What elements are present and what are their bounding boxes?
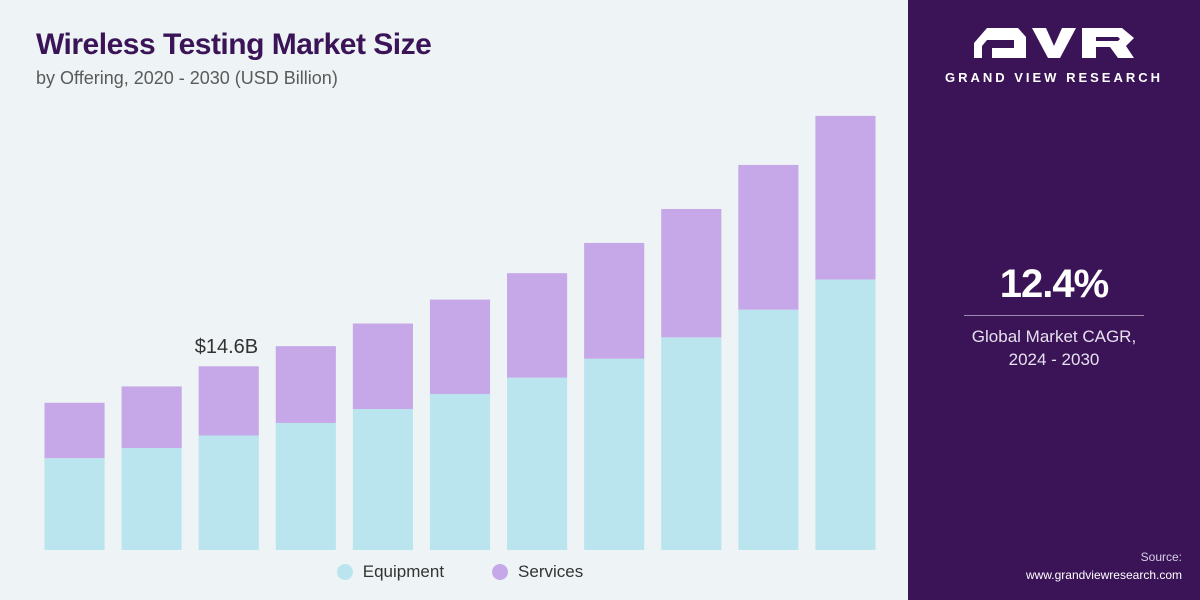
- legend-item-equipment: Equipment: [337, 562, 444, 582]
- chart-title: Wireless Testing Market Size: [36, 28, 884, 62]
- bar-chart-svg: [36, 97, 884, 550]
- bar-services: [738, 165, 798, 310]
- logo-glyph-g: [974, 28, 1026, 58]
- bar-equipment: [738, 310, 798, 550]
- source-label: Source:: [1026, 548, 1182, 566]
- bar-equipment: [430, 394, 490, 550]
- bar-services: [815, 116, 875, 280]
- legend-label-equipment: Equipment: [363, 562, 444, 582]
- cagr-block: 12.4% Global Market CAGR, 2024 - 2030: [964, 262, 1144, 372]
- cagr-value: 12.4%: [964, 262, 1144, 307]
- legend: Equipment Services: [36, 562, 884, 582]
- side-panel: GRAND VIEW RESEARCH 12.4% Global Market …: [908, 0, 1200, 600]
- bar-equipment: [815, 279, 875, 550]
- bar-services: [199, 366, 259, 435]
- plot-area: $14.6B: [36, 97, 884, 529]
- logo-glyph-v: [1032, 28, 1076, 58]
- cagr-label: Global Market CAGR, 2024 - 2030: [964, 326, 1144, 372]
- legend-label-services: Services: [518, 562, 583, 582]
- bar-equipment: [44, 458, 104, 550]
- bar-services: [507, 273, 567, 377]
- brand-logo: GRAND VIEW RESEARCH: [945, 28, 1163, 85]
- brand-name: GRAND VIEW RESEARCH: [945, 70, 1163, 85]
- legend-swatch-services: [492, 564, 508, 580]
- cagr-divider: [964, 315, 1144, 316]
- bar-equipment: [276, 423, 336, 550]
- legend-swatch-equipment: [337, 564, 353, 580]
- bar-services: [44, 403, 104, 458]
- bar-equipment: [122, 448, 182, 550]
- logo-glyph-r: [1082, 28, 1134, 58]
- bar-equipment: [584, 359, 644, 550]
- brand-logo-mark: [974, 28, 1134, 58]
- bar-services: [353, 324, 413, 410]
- source-attribution: Source: www.grandviewresearch.com: [1026, 548, 1182, 584]
- bar-annotation: $14.6B: [195, 336, 258, 359]
- bar-services: [661, 209, 721, 337]
- bar-equipment: [661, 337, 721, 550]
- bar-services: [430, 300, 490, 394]
- bar-services: [584, 243, 644, 359]
- source-url: www.grandviewresearch.com: [1026, 566, 1182, 584]
- bar-equipment: [199, 435, 259, 550]
- chart-subtitle: by Offering, 2020 - 2030 (USD Billion): [36, 68, 884, 89]
- bar-equipment: [507, 378, 567, 550]
- bar-services: [122, 386, 182, 448]
- bar-equipment: [353, 409, 413, 550]
- bar-services: [276, 346, 336, 423]
- chart-panel: Wireless Testing Market Size by Offering…: [0, 0, 908, 600]
- legend-item-services: Services: [492, 562, 583, 582]
